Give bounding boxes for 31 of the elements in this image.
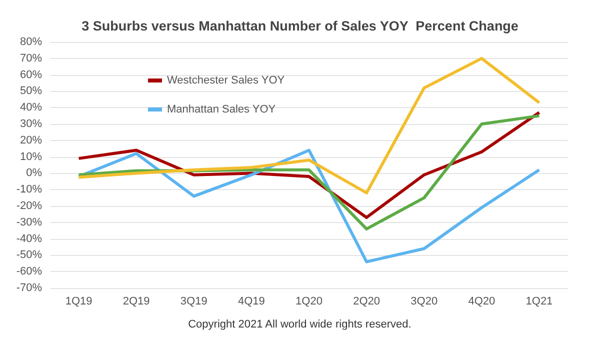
x-tick-label: 3Q20 <box>410 296 438 308</box>
chart-title: 3 Suburbs versus Manhattan Number of Sales YOY Percent Change <box>82 18 519 34</box>
line-series <box>77 56 541 194</box>
y-tick-label: 70% <box>20 52 42 64</box>
y-tick-label: 10% <box>20 150 42 163</box>
line-series <box>77 148 541 264</box>
x-tick-label: 2Q19 <box>122 296 150 308</box>
y-tick-label: -70% <box>16 282 42 294</box>
y-tick-label: 0% <box>26 167 42 180</box>
y-tick-label: -50% <box>16 249 42 262</box>
legend-label: Westchester Sales YOY <box>167 74 286 86</box>
text: Copyright 2021 All world wide rights reserved. <box>188 318 412 330</box>
y-tick-label: 30% <box>20 118 42 130</box>
x-tick-label: 4Q20 <box>468 296 496 308</box>
legend-label: Manhattan Sales YOY <box>167 104 276 116</box>
x-tick-label: 3Q19 <box>180 296 208 308</box>
y-tick-label: -10% <box>16 184 42 196</box>
x-tick-label: 4Q19 <box>238 296 265 308</box>
y-tick-label: -20% <box>16 200 42 212</box>
x-tick-label: 1Q20 <box>296 296 322 308</box>
y-tick-label: 80% <box>20 36 42 48</box>
x-tick-label: 1Q21 <box>526 296 553 308</box>
y-tick-label: 50% <box>20 85 42 98</box>
x-tick-label: 1Q19 <box>65 296 92 308</box>
y-tick-label: -30% <box>16 216 42 228</box>
y-tick-label: -60% <box>16 266 42 278</box>
y-tick-label: 40% <box>20 102 42 114</box>
y-tick-label: -40% <box>16 232 42 245</box>
x-tick-label: 2Q20 <box>353 296 380 308</box>
y-tick-label: 60% <box>20 68 42 81</box>
y-tick-label: 20% <box>20 134 42 146</box>
